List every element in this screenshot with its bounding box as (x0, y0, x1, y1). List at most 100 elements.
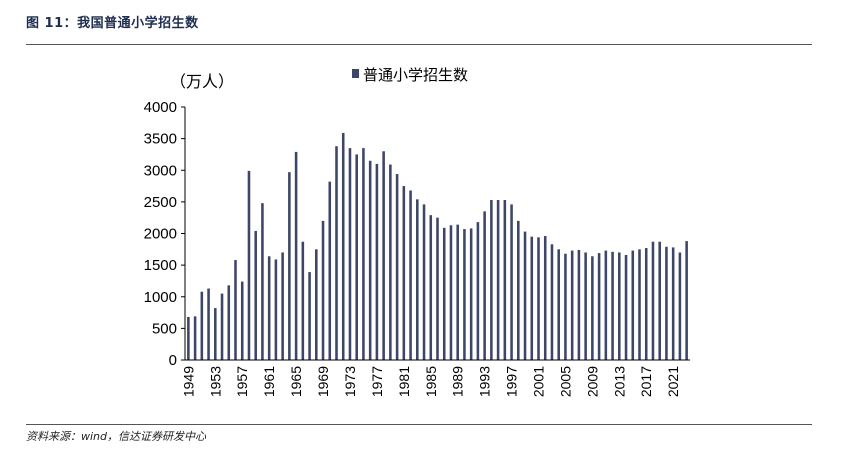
bar-1998 (517, 220, 520, 360)
x-tick-label: 2001 (531, 366, 547, 397)
bar-1956 (234, 260, 237, 360)
x-tick-label: 1981 (396, 366, 412, 397)
x-tick-label: 1989 (450, 366, 466, 397)
figure-title: 图 11：我国普通小学招生数 (26, 16, 199, 31)
x-tick-label: 1961 (261, 366, 277, 397)
bar-2018 (651, 241, 655, 360)
bar-1979 (389, 164, 392, 360)
bar-1949 (187, 316, 190, 360)
bar-2004 (557, 249, 560, 360)
bar-1993 (483, 211, 486, 360)
y-tick-label: 0 (169, 352, 177, 369)
bar-1984 (422, 204, 426, 360)
x-tick-label: 1953 (207, 366, 223, 397)
y-tick-label: 1000 (144, 289, 177, 306)
x-tick-label: 1993 (477, 366, 493, 397)
x-tick-label: 1949 (180, 366, 196, 397)
bar-1990 (463, 229, 466, 360)
y-tick-label: 3000 (144, 162, 177, 179)
legend-swatch (352, 69, 359, 78)
x-tick-label: 1969 (315, 366, 331, 397)
bar-1978 (382, 151, 385, 360)
bar-2016 (638, 249, 641, 360)
bar-2007 (577, 249, 581, 360)
legend-label: 普通小学招生数 (363, 66, 468, 84)
bar-2005 (564, 253, 567, 360)
x-tick-label: 2013 (611, 366, 627, 397)
bar-1970 (328, 181, 332, 360)
y-tick-label: 1500 (144, 257, 177, 274)
bar-1996 (503, 199, 507, 360)
bar-1997 (510, 204, 513, 360)
bar-1968 (315, 249, 318, 360)
bar-2003 (550, 244, 554, 360)
bar-1955 (227, 285, 231, 360)
y-axis: 0 500 1000 1500 2000 2500 3000 3500 4000 (144, 99, 186, 369)
bar-1962 (274, 259, 278, 360)
bar-2012 (611, 251, 614, 360)
y-tick-label: 3500 (144, 131, 177, 148)
x-tick-label: 2005 (557, 366, 573, 397)
bar-1966 (301, 241, 305, 360)
bar-1982 (409, 190, 412, 360)
bar-1994 (490, 199, 493, 360)
bar-2022 (678, 252, 682, 360)
bar-2021 (671, 247, 675, 360)
bar-series (187, 132, 688, 360)
bar-1976 (368, 160, 372, 360)
bar-1964 (288, 172, 291, 360)
bar-1977 (375, 163, 379, 360)
bar-2013 (618, 252, 621, 360)
bar-1989 (456, 224, 459, 360)
y-tick-label: 2000 (144, 226, 177, 243)
bar-1992 (476, 222, 480, 360)
x-tick-label: 2021 (665, 366, 681, 397)
x-tick-label: 1957 (234, 366, 250, 397)
x-tick-label: 1977 (369, 366, 385, 397)
x-tick-label: 1997 (504, 366, 520, 397)
bar-1995 (496, 199, 500, 360)
bar-2011 (604, 250, 608, 360)
bar-1950 (193, 316, 197, 360)
bar-1972 (341, 132, 345, 360)
source-note: 资料来源：wind，信达证券研发中心 (26, 430, 207, 443)
bar-1953 (214, 308, 217, 360)
bar-1973 (348, 148, 352, 360)
y-tick-label: 500 (152, 320, 177, 337)
y-tick-label: 2500 (144, 194, 177, 211)
x-axis: 1949 1953 1957 1961 1965 1969 1973 1977 1981 1985… (180, 359, 690, 397)
bar-1999 (523, 231, 527, 360)
bar-2010 (597, 253, 601, 360)
bar-1959 (254, 230, 257, 360)
bar-1986 (436, 217, 439, 360)
bar-1988 (449, 225, 453, 360)
bar-1980 (395, 174, 399, 360)
bar-1969 (321, 220, 325, 360)
bar-1965 (294, 151, 298, 360)
bar-1967 (308, 272, 311, 360)
y-tick-label: 4000 (144, 99, 177, 116)
x-tick-label: 2017 (638, 366, 654, 397)
bar-2015 (631, 250, 635, 360)
bar-2014 (624, 255, 628, 360)
bar-1991 (469, 228, 473, 360)
bar-1958 (247, 170, 251, 360)
bar-1975 (362, 148, 365, 360)
bar-1952 (207, 288, 210, 360)
bar-2002 (543, 236, 547, 360)
bar-2019 (658, 241, 661, 360)
bar-1971 (335, 146, 338, 360)
bar-1981 (402, 186, 406, 360)
bar-1985 (429, 215, 433, 360)
bar-1963 (281, 252, 284, 360)
x-tick-label: 1973 (342, 366, 358, 397)
bar-1954 (220, 293, 224, 360)
legend: 普通小学招生数 (352, 66, 468, 84)
bar-1987 (442, 227, 446, 360)
bar-2001 (537, 237, 540, 360)
bar-2006 (570, 250, 574, 360)
bar-2020 (665, 246, 668, 360)
bar-2008 (584, 252, 587, 360)
bar-1957 (240, 281, 244, 360)
